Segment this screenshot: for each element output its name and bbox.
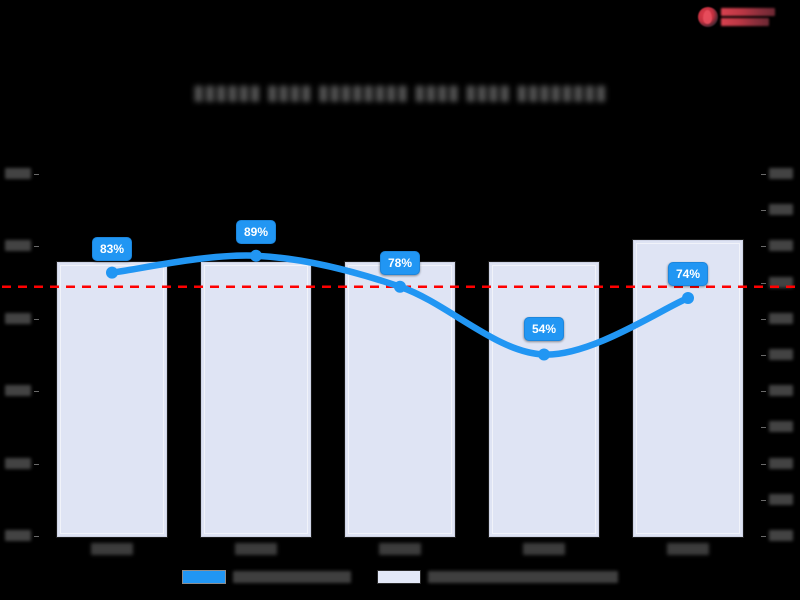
left-tick-mark-1 <box>34 174 39 175</box>
right-tick-label-1: ▮▮▮▮ <box>769 168 793 179</box>
right-tick-label-2: ▮▮▮ <box>769 204 793 216</box>
right-tick-mark-7 <box>761 391 766 393</box>
line-marker-2[interactable] <box>250 249 262 262</box>
left-tick-mark-3 <box>34 318 39 320</box>
right-tick-mark-8 <box>761 427 766 429</box>
legend-swatch-line-icon <box>182 570 226 584</box>
right-tick-mark-10 <box>761 499 766 501</box>
right-tick-label-6: ▮▮▮ <box>769 349 793 360</box>
chart-legend: ▮▮▮▮▮ ▮▮▮▮▮▮▮ ▮▮▮▮▮▮▮ ▮▮ ▮▮▮▮▮▮▮▮ ▮▮▮▮ <box>0 570 800 584</box>
legend-item-bar[interactable]: ▮▮▮▮▮▮▮ ▮▮ ▮▮▮▮▮▮▮▮ ▮▮▮▮ <box>377 570 618 584</box>
right-tick-label-7: ▮▮▮ <box>769 385 793 397</box>
data-label-1: 83% <box>91 236 133 261</box>
legend-label-bar: ▮▮▮▮▮▮▮ ▮▮ ▮▮▮▮▮▮▮▮ ▮▮▮▮ <box>428 571 618 583</box>
right-tick-mark-9 <box>761 463 766 465</box>
logo-wordmark: ▮▮▮▮▮▮▮ ▮▮▮▮▮▮ <box>721 8 775 26</box>
right-tick-mark-3 <box>761 246 766 248</box>
right-tick-label-11: ▮▮ <box>769 530 793 541</box>
logo-mark-icon <box>698 7 718 27</box>
data-label-2: 89% <box>235 219 277 244</box>
x-axis-label-3: ▮▮▮▮ <box>379 543 421 555</box>
right-tick-mark-5 <box>761 318 766 320</box>
line-marker-1[interactable] <box>106 266 118 279</box>
right-tick-mark-1 <box>761 174 766 175</box>
right-tick-label-5: ▮▮▮ <box>769 312 793 324</box>
line-marker-4[interactable] <box>538 348 550 361</box>
data-label-4: 54% <box>523 316 565 341</box>
left-tick-mark-6 <box>34 536 39 537</box>
left-tick-label-5: ▮▮ <box>5 457 31 469</box>
left-tick-label-2: ▮▮▮ <box>5 240 31 252</box>
line-series-overlay <box>2 249 798 361</box>
right-tick-label-3: ▮▮▮ <box>769 240 793 252</box>
x-axis-label-4: ▮▮▮▮ <box>523 543 565 555</box>
left-tick-label-4: ▮▮▮ <box>5 385 31 397</box>
x-axis-label-5: ▮▮▮▮ <box>667 543 709 555</box>
logo-text-line-1: ▮▮▮▮▮▮▮ <box>721 8 775 16</box>
data-label-5: 74% <box>667 262 709 287</box>
left-tick-mark-4 <box>34 391 39 393</box>
left-tick-mark-5 <box>34 463 39 465</box>
bar-4[interactable] <box>489 261 599 537</box>
right-tick-mark-4 <box>761 282 766 284</box>
x-axis-label-2: ▮▮▮▮ <box>235 543 277 555</box>
bar-5[interactable] <box>633 240 743 537</box>
chart-title: ▮▮▮▮▮▮ ▮▮▮▮ ▮▮▮▮▮▮▮▮ ▮▮▮▮ ▮▮▮▮ ▮▮▮▮▮▮▮▮ <box>193 82 607 104</box>
logo-text-line-2: ▮▮▮▮▮▮ <box>721 18 769 26</box>
bar-1[interactable] <box>57 261 167 537</box>
right-tick-label-10: ▮▮▮ <box>769 493 793 505</box>
left-tick-label-3: ▮▮ <box>5 312 31 324</box>
right-tick-mark-11 <box>761 536 766 537</box>
brand-logo: ▮▮▮▮▮▮▮ ▮▮▮▮▮▮ <box>698 3 782 31</box>
data-label-3: 78% <box>379 250 421 275</box>
right-tick-label-4: ▮▮▮ <box>769 276 793 288</box>
line-marker-5[interactable] <box>682 292 694 305</box>
left-tick-label-6: ▮ <box>5 530 31 541</box>
line-marker-3[interactable] <box>394 280 406 293</box>
left-tick-mark-2 <box>34 246 39 248</box>
plot-area: ▮▮▮▮▮▮▮▮▮▮▮▮▮▮ ▮▮▮▮▮▮▮▮▮▮▮▮▮▮▮▮▮▮▮▮▮▮▮▮▮… <box>2 168 798 555</box>
line-series-markers <box>106 249 694 361</box>
right-tick-label-8: ▮▮▮ <box>769 421 793 433</box>
legend-swatch-bar-icon <box>377 570 421 584</box>
right-tick-mark-6 <box>761 355 766 356</box>
right-tick-label-9: ▮▮▮ <box>769 457 793 469</box>
x-axis-label-1: ▮▮▮▮ <box>91 543 133 555</box>
right-tick-mark-2 <box>761 210 766 212</box>
left-tick-label-1: ▮▮▮ <box>5 168 31 179</box>
legend-item-line[interactable]: ▮▮▮▮▮ ▮▮▮▮▮▮▮ <box>182 570 351 584</box>
bar-2[interactable] <box>201 261 311 537</box>
legend-label-line: ▮▮▮▮▮ ▮▮▮▮▮▮▮ <box>233 571 351 583</box>
